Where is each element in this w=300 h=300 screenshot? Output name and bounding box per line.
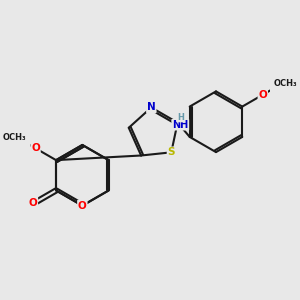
Text: H: H: [177, 112, 184, 122]
Text: O: O: [31, 143, 40, 153]
Text: O: O: [78, 201, 87, 211]
Text: S: S: [167, 147, 175, 157]
Text: O: O: [258, 90, 267, 100]
Text: OCH₃: OCH₃: [2, 133, 26, 142]
Text: O: O: [28, 198, 37, 208]
Text: NH: NH: [172, 120, 188, 130]
Text: OCH₃: OCH₃: [274, 79, 298, 88]
Text: N: N: [147, 103, 156, 112]
